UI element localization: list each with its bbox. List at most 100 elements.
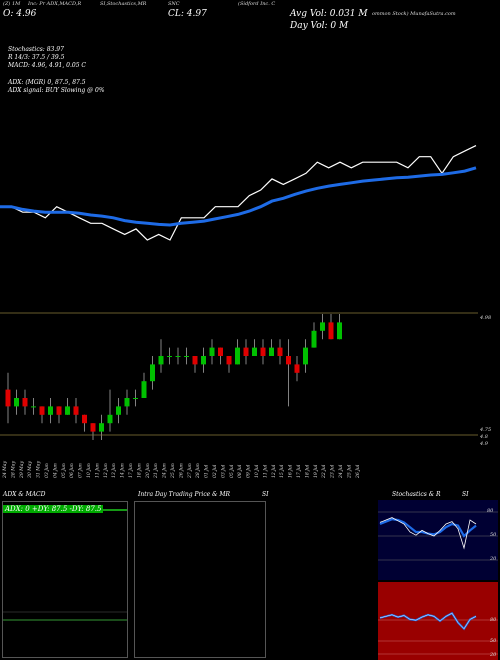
date-tick-label: 18 Jul [304, 464, 310, 478]
price-line [0, 145, 477, 241]
header-chart-type: (Z) 1M [3, 1, 21, 7]
header-studies: SI,Stochastics,MR [100, 1, 147, 7]
date-tick-label: 29 May [19, 461, 25, 479]
date-tick-label: 21 Jun [153, 463, 159, 479]
header-close: CL: 4.97 [168, 9, 207, 19]
candle-body [116, 406, 121, 415]
candle-body [99, 423, 104, 432]
candle-body [286, 356, 291, 365]
intraday-panel-title: Intra Day Trading Price & MR [138, 491, 231, 498]
date-axis-group: 24 May 28 May 29 May 30 May 31 May 03 Jun 04 J… [2, 461, 361, 479]
candle-body [133, 398, 138, 399]
stoch-panel-si: SI [462, 491, 469, 498]
candle-body [22, 398, 28, 407]
candle-body [82, 414, 87, 424]
candle-body [269, 347, 274, 356]
adx-panel-title: ADX & MACD [3, 491, 46, 498]
intraday-panel-si: SI [262, 491, 269, 498]
candle-body [235, 347, 240, 365]
ma-line [0, 166, 477, 227]
candle-body [337, 322, 342, 340]
date-tick-label: 03 Jun [44, 463, 50, 478]
stochastics-group [378, 500, 498, 660]
stoch-panel-title: Stochastics & R [392, 491, 441, 498]
date-tick-label: 09 Jul [246, 464, 252, 478]
date-tick-label: 13 Jun [111, 463, 117, 478]
date-tick-label: 28 May [10, 461, 16, 479]
candle-body [158, 356, 164, 365]
stoch-level-50: 50 [490, 532, 497, 538]
candle-body [175, 356, 181, 357]
candle-body [328, 322, 334, 340]
date-tick-label: 27 Jun [187, 463, 193, 479]
stoch-level-20: 20 [490, 556, 497, 562]
date-tick-label: 30 May [27, 461, 33, 478]
candle-body [303, 347, 308, 365]
candle-body [209, 347, 215, 356]
date-tick-label: 12 Jul [271, 464, 277, 478]
price-axis-bottom-b: 4.8 [480, 434, 488, 440]
candle-body [90, 423, 96, 432]
date-tick-label: 20 Jun [145, 463, 151, 479]
date-tick-label: 11 Jun [94, 463, 100, 478]
intraday-panel [134, 501, 266, 658]
date-tick-label: 01 Jul [204, 464, 210, 478]
rsi-background [378, 582, 498, 660]
candle-body [107, 414, 113, 424]
adx-panel-label: ADX: 0 +DY: 87.5 -DY: 87.5 [3, 505, 104, 513]
date-tick-label: 07 Jun [78, 463, 84, 478]
date-tick-label: 06 Jun [69, 463, 75, 478]
candle-body [14, 398, 19, 407]
date-tick-label: 19 Jul [313, 464, 319, 478]
candle-body [252, 347, 257, 356]
candle-body [141, 381, 147, 398]
date-tick-label: 10 Jul [254, 464, 260, 478]
candle-body [226, 356, 232, 365]
date-tick-label: 16 Jul [288, 464, 294, 478]
header-open: O: 4.96 [3, 9, 37, 19]
stoch-k-line [379, 517, 477, 550]
candle-body [192, 356, 198, 365]
candle-body [5, 389, 11, 407]
header-suffix: ommon Stock) MunafaSutra.com [372, 11, 456, 17]
info-macd: MACD: 4.96, 4.91, 0.05 C [8, 62, 87, 69]
date-tick-label: 25 Jul [346, 464, 352, 479]
date-tick-label: 22 Jul [321, 464, 327, 479]
date-tick-label: 02 Jul [212, 464, 218, 478]
candle-body [73, 406, 79, 415]
date-tick-label: 04 Jun [52, 463, 58, 478]
rsi-level-20: 20 [490, 652, 497, 658]
date-tick-label: 08 Jul [237, 464, 243, 478]
candles-group [5, 314, 342, 440]
candle-body [277, 347, 283, 356]
stoch-level-80: 80 [487, 508, 494, 514]
candle-body [167, 356, 172, 357]
price-axis-top: 4.98 [480, 315, 492, 321]
info-adx-signal: ADX signal: BUY Slowing @ 0% [8, 87, 105, 94]
header-day-vol: Day Vol: 0 M [290, 21, 349, 31]
date-tick-label: 05 Jul [229, 464, 235, 478]
date-tick-label: 11 Jul [262, 464, 268, 478]
date-tick-label: 24 May [2, 461, 8, 479]
date-tick-label: 14 Jun [120, 463, 126, 478]
price-axis-bottom-c: 4.9 [480, 441, 488, 447]
info-adx: ADX: (MGR) 0, 87.5, 87.5 [8, 79, 86, 86]
candle-body [311, 330, 317, 348]
candle-body [56, 406, 62, 415]
candle-body [294, 364, 300, 373]
candle-body [184, 356, 189, 357]
adx-panel: ADX: 0 +DY: 87.5 -DY: 87.5 [2, 501, 128, 658]
date-tick-label: 24 Jun [162, 463, 168, 479]
date-tick-label: 31 May [36, 461, 42, 478]
candle-body [150, 364, 155, 382]
date-tick-label: 05 Jun [61, 463, 67, 478]
candle-body [31, 406, 36, 408]
candle-body [124, 398, 130, 407]
candle-body [320, 322, 325, 331]
info-rsi: R 14/3: 37.5 / 39.5 [8, 54, 65, 61]
candle-body [218, 347, 223, 356]
price-axis-bottom-a: 4.75 [480, 427, 492, 433]
candle-body [243, 347, 249, 356]
date-tick-label: 03 Jul [220, 464, 226, 478]
